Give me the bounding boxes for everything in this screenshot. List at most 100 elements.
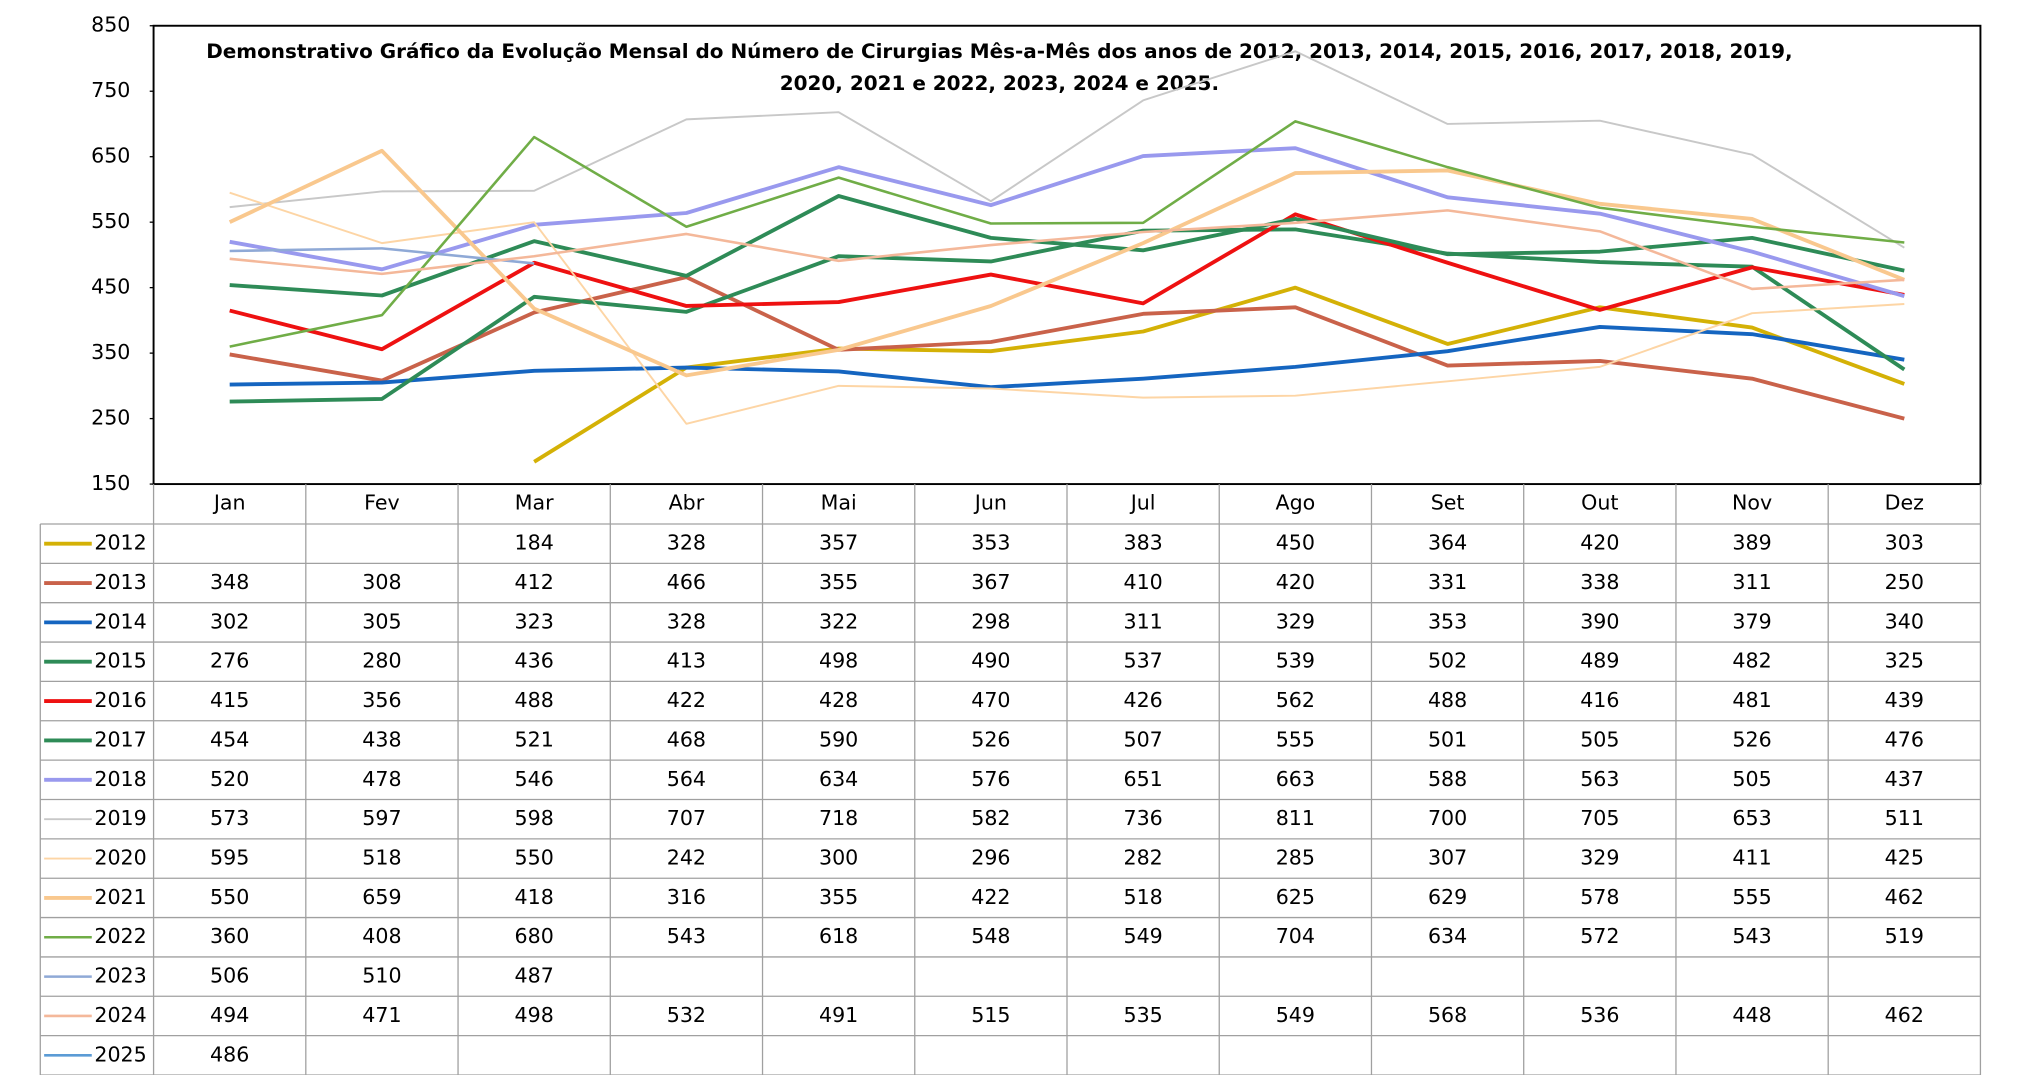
table-cell: 491 <box>819 1003 858 1027</box>
table-cell: 563 <box>1580 767 1619 791</box>
table-cell: 618 <box>819 924 858 948</box>
y-tick-label: 750 <box>91 78 130 102</box>
table-cell: 518 <box>362 846 401 870</box>
table-cell: 470 <box>971 688 1010 712</box>
legend-label: 2024 <box>94 1003 146 1027</box>
table-cell: 298 <box>971 609 1010 633</box>
table-cell: 651 <box>1123 767 1162 791</box>
table-cell: 415 <box>210 688 249 712</box>
table-cell: 383 <box>1123 531 1162 555</box>
y-tick-label: 650 <box>91 144 130 168</box>
table-cell: 408 <box>362 924 401 948</box>
table-cell: 707 <box>667 806 706 830</box>
series-line <box>229 120 1905 348</box>
table-cell: 328 <box>667 531 706 555</box>
table-cell: 300 <box>819 846 858 870</box>
table-cell: 663 <box>1276 767 1315 791</box>
series-line <box>229 146 1905 299</box>
table-cell: 572 <box>1580 924 1619 948</box>
table-cell: 532 <box>667 1003 706 1027</box>
table-cell: 598 <box>515 806 554 830</box>
table-cell: 811 <box>1276 806 1315 830</box>
table-cell: 521 <box>515 727 554 751</box>
table-cell: 578 <box>1580 885 1619 909</box>
table-cell: 518 <box>1123 885 1162 909</box>
table-cell: 543 <box>667 924 706 948</box>
table-cell: 329 <box>1580 846 1619 870</box>
table-cell: 498 <box>819 649 858 673</box>
series-line <box>229 209 1905 291</box>
table-cell: 303 <box>1885 531 1924 555</box>
table-cell: 704 <box>1276 924 1315 948</box>
table-cell: 410 <box>1123 570 1162 594</box>
x-tick-label: Mai <box>821 490 857 514</box>
table-cell: 597 <box>362 806 401 830</box>
table-cell: 338 <box>1580 570 1619 594</box>
table-cell: 549 <box>1276 1003 1315 1027</box>
table-cell: 489 <box>1580 649 1619 673</box>
table-cell: 285 <box>1276 846 1315 870</box>
table-cell: 526 <box>971 727 1010 751</box>
x-tick-label: Ago <box>1275 490 1315 514</box>
table-cell: 438 <box>362 727 401 751</box>
table-cell: 481 <box>1732 688 1771 712</box>
table-cell: 520 <box>210 767 249 791</box>
table-cell: 505 <box>1580 727 1619 751</box>
title-box: Demonstrativo Gráfico da Evolução Mensal… <box>206 40 1792 95</box>
table-cell: 549 <box>1123 924 1162 948</box>
y-tick-label: 150 <box>91 471 130 495</box>
table-cell: 590 <box>819 727 858 751</box>
table-cell: 416 <box>1580 688 1619 712</box>
legend-label: 2022 <box>94 924 146 948</box>
table-cell: 550 <box>210 885 249 909</box>
table-cell: 659 <box>362 885 401 909</box>
x-tick-label: Jul <box>1129 490 1156 514</box>
table-cell: 426 <box>1123 688 1162 712</box>
legend-label: 2017 <box>94 727 146 751</box>
table-cell: 316 <box>667 885 706 909</box>
table-cell: 420 <box>1580 531 1619 555</box>
table-cell: 340 <box>1885 609 1924 633</box>
y-tick-label: 850 <box>91 13 130 37</box>
table-cell: 348 <box>210 570 249 594</box>
table-cell: 471 <box>362 1003 401 1027</box>
table-cell: 502 <box>1428 649 1467 673</box>
table-cell: 488 <box>1428 688 1467 712</box>
x-tick-label: Dez <box>1885 490 1924 514</box>
table-cell: 379 <box>1732 609 1771 633</box>
y-tick-label: 550 <box>91 209 130 233</box>
table-cell: 546 <box>515 767 554 791</box>
table-cell: 353 <box>1428 609 1467 633</box>
x-tick-label: Set <box>1431 490 1465 514</box>
table-cell: 296 <box>971 846 1010 870</box>
table-cell: 428 <box>819 688 858 712</box>
x-tick-label: Abr <box>669 490 705 514</box>
table-cell: 576 <box>971 767 1010 791</box>
table-cell: 548 <box>971 924 1010 948</box>
table-cell: 448 <box>1732 1003 1771 1027</box>
table-cell: 487 <box>515 964 554 988</box>
table-cell: 700 <box>1428 806 1467 830</box>
table-cell: 364 <box>1428 531 1467 555</box>
table-cell: 411 <box>1732 846 1771 870</box>
table-cell: 422 <box>667 688 706 712</box>
table-cell: 634 <box>1428 924 1467 948</box>
table-cell: 519 <box>1885 924 1924 948</box>
table-cell: 555 <box>1276 727 1315 751</box>
table-cell: 454 <box>210 727 249 751</box>
legend-label: 2019 <box>94 806 146 830</box>
table-cell: 582 <box>971 806 1010 830</box>
table-cell: 705 <box>1580 806 1619 830</box>
table-cell: 184 <box>515 531 554 555</box>
table-cell: 498 <box>515 1003 554 1027</box>
table-cell: 507 <box>1123 727 1162 751</box>
table-cell: 436 <box>515 649 554 673</box>
series-line <box>229 247 535 265</box>
table-cell: 367 <box>971 570 1010 594</box>
legend-label: 2015 <box>94 649 146 673</box>
table-cell: 634 <box>819 767 858 791</box>
table-cell: 510 <box>362 964 401 988</box>
table-cell: 276 <box>210 649 249 673</box>
table-cell: 390 <box>1580 609 1619 633</box>
